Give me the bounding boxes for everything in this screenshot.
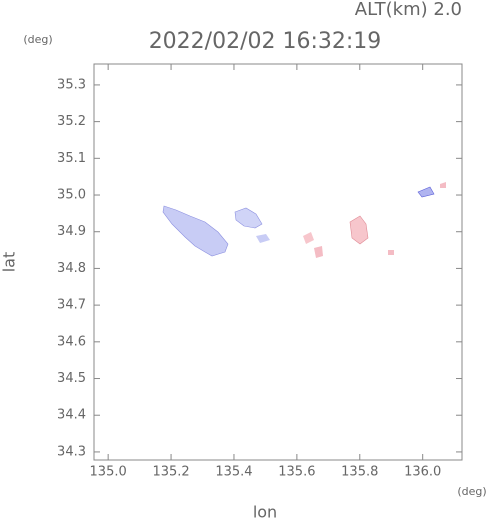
y-tick-label: 34.7 xyxy=(57,298,86,313)
x-tick-label: 135.4 xyxy=(215,465,252,480)
echo-blue xyxy=(234,207,263,229)
x-tick-label: 135.2 xyxy=(152,465,189,480)
y-tick-label: 34.3 xyxy=(57,444,86,459)
x-axis-label: lon xyxy=(253,503,277,521)
y-tick-label: 34.8 xyxy=(57,261,86,276)
echo-blue xyxy=(162,205,229,257)
echo-blue xyxy=(417,186,435,198)
y-axis-label: lat xyxy=(0,252,19,273)
y-tick-label: 34.4 xyxy=(57,408,86,423)
altitude: ALT(km) 2.0 xyxy=(355,0,462,20)
radar-echoes xyxy=(162,182,446,258)
echo-red xyxy=(303,232,314,244)
y-tick-label: 35.2 xyxy=(57,114,86,129)
echo-red xyxy=(388,250,394,255)
echo-red xyxy=(314,246,323,258)
y-tick-label: 34.6 xyxy=(57,334,86,349)
y-tick-label: 35.1 xyxy=(57,151,86,166)
y-tick-label: 34.5 xyxy=(57,371,86,386)
y-unit: (deg) xyxy=(23,33,52,46)
y-tick-label: 35.0 xyxy=(57,188,86,203)
x-tick-label: 135.0 xyxy=(90,465,127,480)
x-tick-label: 135.8 xyxy=(341,465,378,480)
x-tick-label: 136.0 xyxy=(404,465,441,480)
echo-blue xyxy=(256,234,270,243)
echo-red xyxy=(440,182,446,188)
y-tick-label: 35.3 xyxy=(57,77,86,92)
x-tick-label: 135.6 xyxy=(278,465,315,480)
echo-red xyxy=(349,215,369,245)
x-unit: (deg) xyxy=(457,485,486,498)
chart-title: 2022/02/02 16:32:19 xyxy=(149,29,382,54)
y-tick-label: 34.9 xyxy=(57,224,86,239)
plot-frame xyxy=(93,63,463,461)
